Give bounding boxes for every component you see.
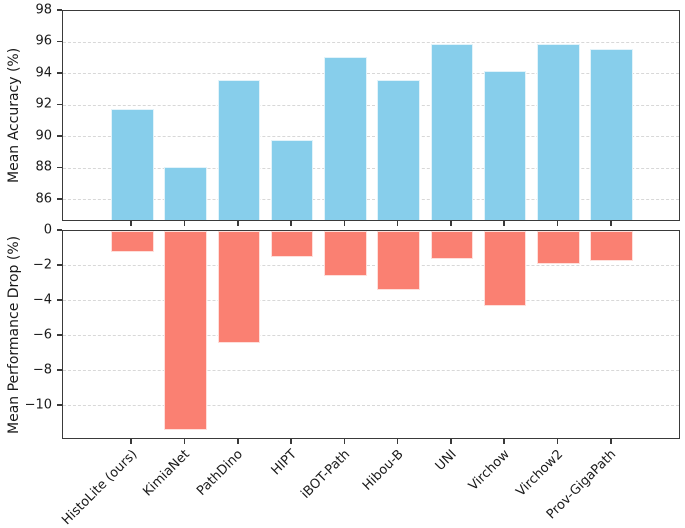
x-axis-category-label: Hibou-B bbox=[359, 447, 407, 494]
gridline-96 bbox=[63, 41, 679, 43]
y-axis-tick-label: 96 bbox=[35, 33, 52, 49]
y-axis-tick-label: 92 bbox=[35, 96, 52, 112]
bar-prov-gigapath bbox=[590, 48, 634, 220]
y-axis-tick bbox=[57, 264, 62, 266]
bar-virchow2 bbox=[537, 231, 580, 265]
y-axis-tick bbox=[57, 166, 62, 169]
bar-virchow2 bbox=[537, 44, 580, 220]
gridline--4 bbox=[63, 300, 679, 302]
x-axis-category-label: UNI bbox=[432, 447, 460, 474]
x-axis-tick bbox=[450, 439, 452, 444]
y-axis-tick bbox=[57, 9, 62, 11]
gridline--2 bbox=[63, 265, 679, 267]
y-axis-tick bbox=[57, 72, 62, 74]
y-axis-tick bbox=[57, 40, 62, 43]
x-axis-tick bbox=[396, 221, 399, 226]
x-axis-tick bbox=[130, 221, 133, 226]
x-axis-tick bbox=[609, 221, 612, 226]
gridline-92 bbox=[63, 104, 679, 106]
gridline-88 bbox=[63, 167, 679, 169]
x-axis-tick bbox=[290, 439, 292, 444]
y-axis-tick-label: −6 bbox=[32, 327, 52, 343]
y-axis-tick-label: 0 bbox=[43, 222, 52, 238]
x-axis-category-label: HistoLite (ours) bbox=[58, 447, 140, 528]
x-axis-tick bbox=[237, 221, 239, 226]
bar-kimianet bbox=[164, 166, 207, 220]
gridline--10 bbox=[63, 405, 679, 407]
y-axis-title-mean-accuracy: Mean Accuracy (%) bbox=[6, 47, 22, 184]
y-axis-tick-label: 86 bbox=[35, 191, 52, 207]
x-axis-tick bbox=[183, 221, 186, 226]
gridline-86 bbox=[63, 199, 679, 201]
mean-accuracy-plot-area bbox=[62, 10, 680, 221]
x-axis-tick bbox=[237, 439, 239, 444]
x-axis-tick bbox=[343, 221, 346, 226]
y-axis-tick-label: −4 bbox=[32, 292, 52, 308]
y-axis-tick bbox=[57, 198, 62, 200]
x-axis-tick bbox=[503, 221, 505, 226]
y-axis-tick-label: 98 bbox=[35, 2, 52, 18]
bar-pathdino bbox=[217, 231, 261, 343]
x-axis-tick bbox=[556, 439, 559, 444]
bar-histolite-ours- bbox=[110, 231, 154, 252]
bar-uni bbox=[430, 231, 474, 259]
y-axis-tick-label: 90 bbox=[35, 128, 52, 144]
gridline-90 bbox=[63, 136, 679, 138]
x-axis-tick bbox=[450, 221, 452, 226]
x-axis-tick bbox=[343, 439, 346, 444]
y-axis-tick bbox=[57, 299, 62, 301]
y-axis-tick-label: −10 bbox=[24, 397, 52, 413]
gridline--8 bbox=[63, 370, 679, 372]
x-axis-tick bbox=[503, 439, 505, 444]
x-axis-category-label: KimiaNet bbox=[140, 447, 194, 500]
bar-pathdino bbox=[217, 80, 261, 220]
y-axis-tick bbox=[57, 369, 62, 371]
bar-histolite-ours- bbox=[110, 108, 154, 220]
y-axis-tick-label: −8 bbox=[32, 362, 52, 378]
bar-prov-gigapath bbox=[590, 231, 634, 261]
y-axis-tick-label: 94 bbox=[35, 65, 52, 81]
x-axis-category-label: iBOT-Path bbox=[298, 447, 353, 502]
x-axis-category-label: Virchow bbox=[465, 447, 513, 494]
x-axis-tick bbox=[609, 439, 612, 444]
gridline--6 bbox=[63, 335, 679, 337]
x-axis-tick bbox=[290, 221, 292, 226]
bar-ibot-path bbox=[324, 56, 367, 220]
y-axis-tick bbox=[57, 135, 62, 137]
y-axis-tick bbox=[57, 229, 62, 231]
gridline-94 bbox=[63, 73, 679, 75]
y-axis-tick bbox=[57, 404, 62, 406]
bar-ibot-path bbox=[324, 231, 367, 277]
y-axis-tick-label: −2 bbox=[32, 257, 52, 273]
bar-hipt bbox=[270, 140, 314, 220]
x-axis-category-label: PathDino bbox=[194, 447, 247, 499]
y-axis-tick-label: 88 bbox=[35, 159, 52, 175]
bar-hipt bbox=[270, 231, 314, 258]
bar-uni bbox=[430, 44, 474, 220]
bar-kimianet bbox=[164, 231, 207, 431]
x-axis-category-label: HIPT bbox=[268, 447, 300, 479]
x-axis-tick bbox=[556, 221, 559, 226]
x-axis-category-label: Virchow2 bbox=[513, 447, 567, 500]
y-axis-tick bbox=[57, 334, 62, 336]
x-axis-tick bbox=[183, 439, 186, 444]
x-axis-tick bbox=[396, 439, 399, 444]
y-axis-tick bbox=[57, 103, 62, 106]
bar-virchow bbox=[483, 70, 527, 220]
x-axis-tick bbox=[130, 439, 133, 444]
bar-hibou-b bbox=[377, 80, 420, 220]
mean-performance-drop-plot-area bbox=[62, 230, 680, 439]
bar-hibou-b bbox=[377, 231, 420, 291]
y-axis-title-mean-performance-drop: Mean Performance Drop (%) bbox=[6, 235, 22, 434]
bar-virchow bbox=[483, 231, 527, 307]
